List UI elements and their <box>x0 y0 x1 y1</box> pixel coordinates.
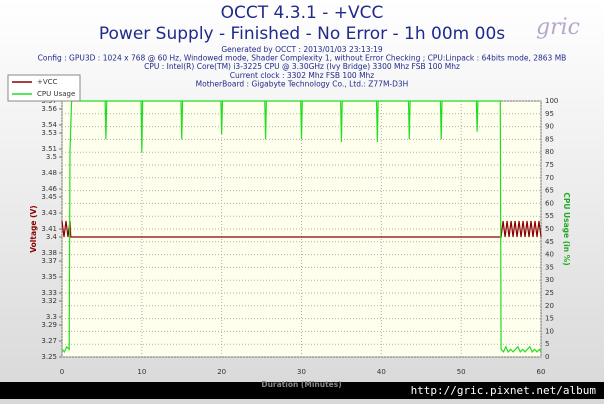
chart-title: OCCT 4.3.1 - +VCC <box>221 3 384 23</box>
footer-bar <box>0 382 604 399</box>
y-tick-label: 3.25 <box>41 353 57 361</box>
y2-tick-label: 55 <box>545 212 554 220</box>
y-tick-label: 3.56 <box>41 105 57 113</box>
y2-tick-label: 85 <box>545 135 554 143</box>
info-line: Config : GPU3D : 1024 x 768 @ 60 Hz, Win… <box>38 54 567 63</box>
y-tick-label: 3.32 <box>41 297 57 305</box>
series-line <box>61 100 542 353</box>
legend-box <box>7 74 81 102</box>
x-tick-label: 10 <box>137 368 146 376</box>
y-tick-label: 3.54 <box>41 121 57 129</box>
y2-tick-label: 20 <box>545 302 554 310</box>
y-tick-label: 3.46 <box>41 185 57 193</box>
y-tick-label: 3.29 <box>41 321 57 329</box>
y-tick-label: 3.53 <box>41 129 57 137</box>
y-tick-label: 3.45 <box>41 193 57 201</box>
watermark: http://gric.pixnet.net/album <box>411 384 597 397</box>
y-tick-label: 3.4 <box>46 233 58 241</box>
x-tick-label: 20 <box>217 368 226 376</box>
y2-tick-label: 100 <box>545 97 558 105</box>
y2-tick-label: 15 <box>545 315 554 323</box>
y2-tick-label: 35 <box>545 263 554 271</box>
y2-tick-label: 10 <box>545 327 554 335</box>
y2-tick-label: 80 <box>545 148 554 156</box>
x-tick-label: 40 <box>377 368 386 376</box>
y2-tick-label: 60 <box>545 199 554 207</box>
x-tick-label: 0 <box>60 368 64 376</box>
y2-tick-label: 40 <box>545 251 554 259</box>
y2-tick-label: 30 <box>545 276 554 284</box>
y2-tick-label: 50 <box>545 225 554 233</box>
y2-tick-label: 5 <box>545 340 549 348</box>
y-tick-label: 3.48 <box>41 169 57 177</box>
y-tick-label: 3.5 <box>46 153 57 161</box>
y-tick-label: 3.35 <box>41 273 57 281</box>
info-line: Generated by OCCT : 2013/01/03 23:13:19 <box>221 45 383 54</box>
x-tick-label: 50 <box>457 368 466 376</box>
x-axis-label: Duration (Minutes) <box>261 380 341 389</box>
y2-tick-label: 0 <box>545 353 549 361</box>
y-tick-label: 3.51 <box>41 145 57 153</box>
y-tick-label: 3.3 <box>46 313 57 321</box>
y-tick-label: 3.37 <box>41 257 57 265</box>
y2-tick-label: 75 <box>545 161 554 169</box>
info-line: CPU : Intel(R) Core(TM) i3-3225 CPU @ 3.… <box>144 62 460 71</box>
y-axis-label: Voltage (V) <box>29 205 38 253</box>
y2-tick-label: 95 <box>545 110 554 118</box>
legend-label: CPU Usage <box>37 90 75 98</box>
info-line: Current clock : 3302 Mhz FSB 100 Mhz <box>230 71 375 80</box>
y2-tick-label: 25 <box>545 289 554 297</box>
y-tick-label: 3.27 <box>41 337 57 345</box>
y-tick-label: 3.33 <box>41 289 57 297</box>
legend-label: +VCC <box>37 78 58 86</box>
info-line: MotherBoard : Gigabyte Technology Co., L… <box>196 79 409 88</box>
y2-tick-label: 70 <box>545 174 554 182</box>
y-tick-label: 3.38 <box>41 249 57 257</box>
y2-tick-label: 90 <box>545 123 554 131</box>
logo: gric <box>536 15 580 40</box>
y2-axis-label: CPU Usage (in %) <box>562 192 571 265</box>
y2-tick-label: 65 <box>545 187 554 195</box>
x-tick-label: 60 <box>537 368 546 376</box>
chart-subtitle: Power Supply - Finished - No Error - 1h … <box>99 24 505 44</box>
y-tick-label: 3.43 <box>41 209 57 217</box>
y-tick-label: 3.41 <box>41 225 57 233</box>
x-tick-label: 30 <box>297 368 306 376</box>
y2-tick-label: 45 <box>545 238 554 246</box>
